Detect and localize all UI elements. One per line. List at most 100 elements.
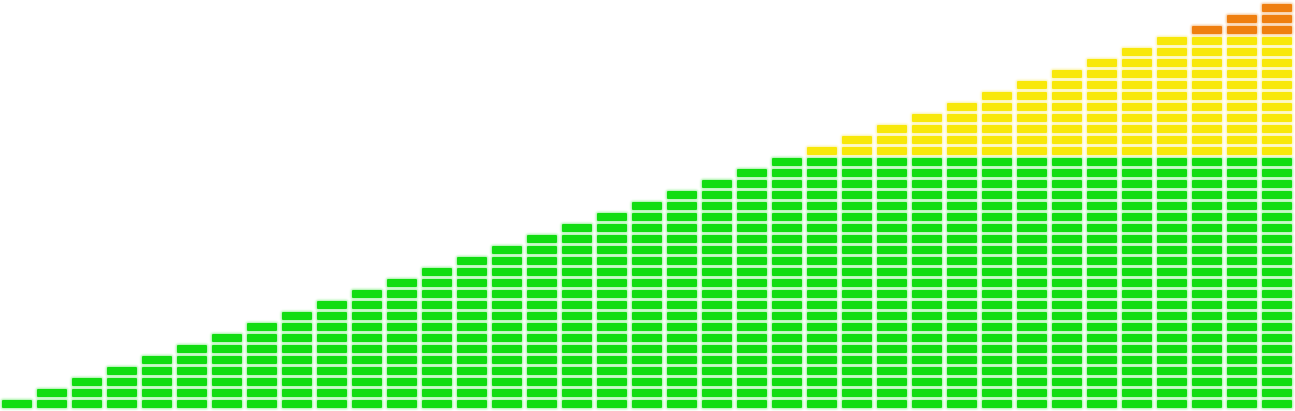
meter-segment-normal: [1192, 312, 1222, 320]
meter-segment-normal: [877, 389, 907, 397]
meter-segment-normal: [597, 224, 627, 232]
meter-segment-warning: [1122, 81, 1152, 89]
meter-segment-normal: [632, 257, 662, 265]
meter-segment-normal: [1017, 389, 1047, 397]
meter-segment-normal: [527, 301, 557, 309]
meter-segment-normal: [632, 202, 662, 210]
meter-segment-warning: [1017, 81, 1047, 89]
meter-segment-normal: [1052, 356, 1082, 364]
meter-segment-normal: [1087, 389, 1117, 397]
meter-segment-normal: [632, 268, 662, 276]
meter-segment-normal: [667, 312, 697, 320]
meter-segment-normal: [1017, 367, 1047, 375]
meter-segment-normal: [352, 323, 382, 331]
meter-segment-warning: [1227, 37, 1257, 45]
meter-segment-warning: [1087, 125, 1117, 133]
meter-segment-warning: [1087, 81, 1117, 89]
meter-segment-normal: [527, 345, 557, 353]
meter-segment-normal: [1087, 246, 1117, 254]
meter-segment-normal: [1157, 290, 1187, 298]
meter-segment-normal: [1157, 378, 1187, 386]
meter-segment-normal: [667, 334, 697, 342]
meter-segment-normal: [597, 290, 627, 298]
meter-segment-normal: [947, 268, 977, 276]
meter-segment-normal: [1122, 279, 1152, 287]
meter-segment-normal: [667, 345, 697, 353]
meter-segment-normal: [317, 367, 347, 375]
meter-segment-normal: [1052, 312, 1082, 320]
meter-segment-warning: [1192, 81, 1222, 89]
meter-segment-normal: [807, 202, 837, 210]
meter-segment-normal: [912, 334, 942, 342]
meter-segment-normal: [492, 367, 522, 375]
meter-segment-normal: [1192, 400, 1222, 408]
meter-segment-normal: [702, 257, 732, 265]
meter-segment-normal: [877, 268, 907, 276]
meter-segment-normal: [1262, 400, 1292, 408]
meter-segment-normal: [1052, 367, 1082, 375]
meter-segment-normal: [492, 356, 522, 364]
meter-segment-normal: [702, 246, 732, 254]
meter-segment-normal: [632, 235, 662, 243]
meter-segment-normal: [1122, 356, 1152, 364]
meter-segment-warning: [1262, 37, 1292, 45]
meter-column: [420, 0, 455, 411]
meter-segment-normal: [352, 367, 382, 375]
meter-segment-normal: [492, 378, 522, 386]
meter-segment-normal: [772, 367, 802, 375]
meter-segment-warning: [947, 147, 977, 155]
meter-segment-normal: [527, 400, 557, 408]
meter-segment-normal: [982, 180, 1012, 188]
meter-segment-warning: [1262, 81, 1292, 89]
meter-segment-normal: [422, 389, 452, 397]
meter-segment-normal: [912, 224, 942, 232]
meter-segment-normal: [562, 378, 592, 386]
meter-segment-warning: [1227, 59, 1257, 67]
meter-segment-normal: [1262, 213, 1292, 221]
meter-segment-normal: [1087, 378, 1117, 386]
meter-segment-normal: [1192, 246, 1222, 254]
meter-segment-normal: [282, 345, 312, 353]
meter-segment-normal: [947, 180, 977, 188]
meter-segment-normal: [1157, 246, 1187, 254]
meter-segment-normal: [422, 356, 452, 364]
meter-segment-normal: [772, 290, 802, 298]
meter-segment-normal: [422, 268, 452, 276]
meter-segment-normal: [772, 334, 802, 342]
meter-segment-normal: [737, 180, 767, 188]
meter-segment-warning: [1087, 103, 1117, 111]
meter-segment-normal: [597, 301, 627, 309]
meter-segment-normal: [912, 367, 942, 375]
meter-segment-warning: [1087, 92, 1117, 100]
meter-segment-warning: [1017, 136, 1047, 144]
meter-segment-normal: [1052, 246, 1082, 254]
meter-segment-normal: [212, 400, 242, 408]
meter-segment-normal: [1122, 312, 1152, 320]
meter-segment-normal: [982, 224, 1012, 232]
meter-segment-normal: [212, 367, 242, 375]
meter-segment-normal: [492, 389, 522, 397]
meter-segment-normal: [807, 158, 837, 166]
meter-segment-normal: [877, 356, 907, 364]
meter-segment-normal: [527, 290, 557, 298]
meter-segment-normal: [1122, 257, 1152, 265]
meter-segment-normal: [1157, 169, 1187, 177]
meter-segment-normal: [632, 389, 662, 397]
meter-segment-normal: [1227, 312, 1257, 320]
meter-segment-normal: [702, 400, 732, 408]
meter-segment-warning: [877, 136, 907, 144]
meter-segment-normal: [1157, 389, 1187, 397]
meter-segment-normal: [877, 213, 907, 221]
meter-segment-warning: [1122, 48, 1152, 56]
meter-segment-normal: [1122, 158, 1152, 166]
meter-segment-normal: [772, 224, 802, 232]
meter-segment-normal: [387, 279, 417, 287]
meter-segment-normal: [1087, 301, 1117, 309]
meter-segment-normal: [842, 301, 872, 309]
meter-segment-normal: [107, 400, 137, 408]
meter-segment-normal: [1052, 378, 1082, 386]
meter-segment-warning: [912, 125, 942, 133]
meter-segment-normal: [842, 246, 872, 254]
meter-segment-normal: [667, 191, 697, 199]
meter-segment-normal: [982, 400, 1012, 408]
